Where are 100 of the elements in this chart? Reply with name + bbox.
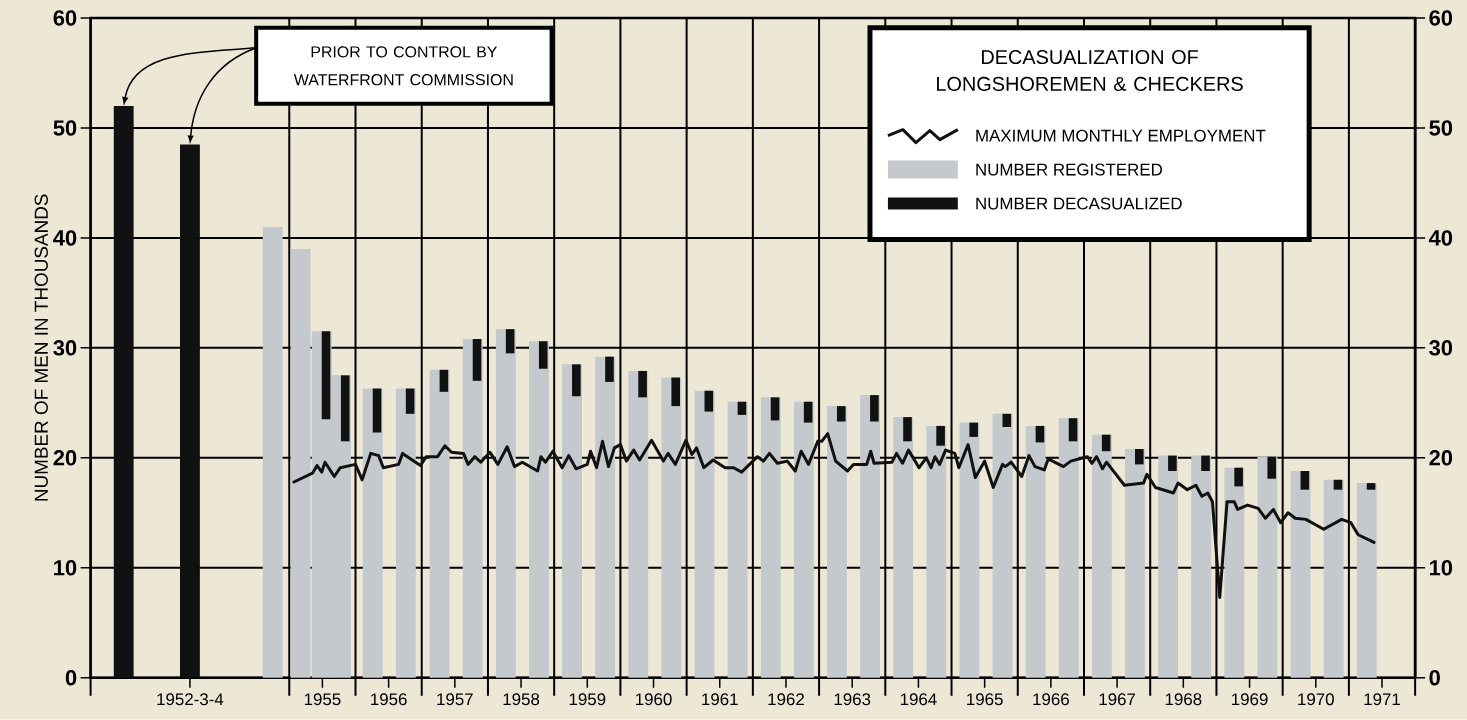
x-tick-label: 1955 — [304, 693, 341, 706]
bar — [661, 377, 682, 678]
bar — [1125, 449, 1145, 678]
bar — [439, 370, 449, 392]
x-tick-label: 1956 — [371, 693, 407, 706]
bar — [595, 356, 616, 678]
bar — [495, 329, 516, 678]
x-tick-label: 1965 — [967, 693, 1003, 706]
bar — [1323, 479, 1344, 678]
bar — [1224, 467, 1245, 678]
bar — [1002, 413, 1012, 428]
bar — [405, 388, 415, 414]
bar — [505, 329, 515, 354]
bar — [870, 395, 879, 422]
bar — [737, 401, 747, 416]
bar — [1091, 434, 1112, 678]
bar — [1025, 426, 1046, 678]
bar — [694, 390, 715, 678]
legend-title: DECASUALIZATION OF LONGSHOREMEN & CHECKERS — [937, 50, 1243, 92]
x-tick-label: 1969 — [1232, 693, 1268, 706]
bar — [1257, 456, 1278, 678]
bar — [827, 406, 847, 678]
y2-tick-label: 30 — [1429, 340, 1453, 356]
x-tick-label: 1962 — [768, 693, 804, 706]
legend-label: MAXIMUM MONTHLY EMPLOYMENT — [976, 129, 1266, 142]
bar — [262, 227, 283, 678]
bar — [538, 341, 548, 369]
y2-tick-label: 40 — [1428, 230, 1453, 246]
bar — [936, 426, 945, 446]
x-tick-label: 1952-3-4 — [157, 693, 224, 706]
bar — [395, 388, 416, 678]
x-tick-label: 1964 — [900, 693, 937, 706]
bar — [605, 356, 614, 383]
y-axis-title: NUMBER OF MEN IN THOUSANDS — [34, 194, 48, 501]
bar — [472, 339, 482, 381]
bar — [1035, 426, 1045, 443]
y-tick-label: 50 — [53, 120, 77, 136]
y-tick-label: 20 — [53, 450, 77, 466]
y-tick-label: 40 — [53, 230, 77, 246]
bar — [1234, 467, 1243, 487]
bar — [628, 371, 649, 678]
y-tick-label: 10 — [54, 560, 77, 576]
bar — [562, 364, 582, 678]
bar — [903, 417, 912, 442]
line-series — [292, 432, 1376, 600]
x-tick-label: 1960 — [636, 693, 672, 706]
x-tick-label: 1959 — [569, 693, 606, 706]
y2-tick-label: 50 — [1429, 120, 1453, 136]
bar — [638, 371, 647, 398]
bar — [1191, 455, 1212, 678]
bar — [760, 397, 781, 678]
bar — [340, 375, 350, 442]
annotation: PRIOR TO CONTROL BY WATERFRONT COMMISSION — [293, 46, 513, 86]
x-tick-label: 1957 — [437, 693, 473, 706]
bar — [362, 388, 383, 678]
bar — [462, 339, 483, 678]
bar — [1158, 455, 1179, 678]
x-tick-label: 1971 — [1364, 693, 1400, 706]
bar — [572, 364, 581, 397]
bar — [992, 413, 1013, 678]
bar — [893, 417, 914, 678]
y2-tick-label: 10 — [1429, 560, 1453, 576]
bar — [290, 249, 311, 678]
bar — [1101, 434, 1111, 452]
y-tick-label: 0 — [65, 670, 77, 686]
bar — [1300, 471, 1310, 490]
bar — [704, 390, 714, 412]
bar — [429, 370, 450, 678]
bar — [1201, 455, 1210, 472]
bar — [770, 397, 780, 421]
bar — [1068, 418, 1078, 442]
y2-tick-label: 60 — [1429, 10, 1453, 26]
bar — [671, 377, 681, 407]
bar — [860, 395, 881, 678]
x-tick-label: 1963 — [834, 693, 871, 706]
bar — [1168, 455, 1177, 472]
x-tick-label: 1966 — [1033, 693, 1069, 706]
bar — [803, 401, 813, 423]
bar — [793, 401, 814, 678]
y-tick-label: 30 — [53, 340, 77, 356]
bar — [1058, 418, 1079, 678]
bar — [372, 388, 382, 433]
x-tick-label: 1961 — [702, 693, 738, 706]
bar — [727, 401, 748, 678]
bar — [969, 422, 979, 438]
bar — [1134, 449, 1144, 465]
x-tick-label: 1970 — [1298, 693, 1334, 706]
legend-label: NUMBER DECASUALIZED — [976, 197, 1182, 210]
bar — [959, 422, 980, 678]
bar — [836, 406, 846, 422]
bar — [1356, 483, 1377, 678]
bar — [529, 341, 549, 678]
legend-label: NUMBER REGISTERED — [976, 163, 1162, 176]
y2-tick-label: 20 — [1429, 450, 1453, 466]
bar — [321, 331, 331, 420]
bar — [1333, 479, 1343, 490]
y-tick-label: 60 — [53, 10, 77, 26]
bar — [926, 426, 947, 678]
y2-tick-label: 0 — [1429, 670, 1440, 686]
bar — [1366, 483, 1376, 490]
